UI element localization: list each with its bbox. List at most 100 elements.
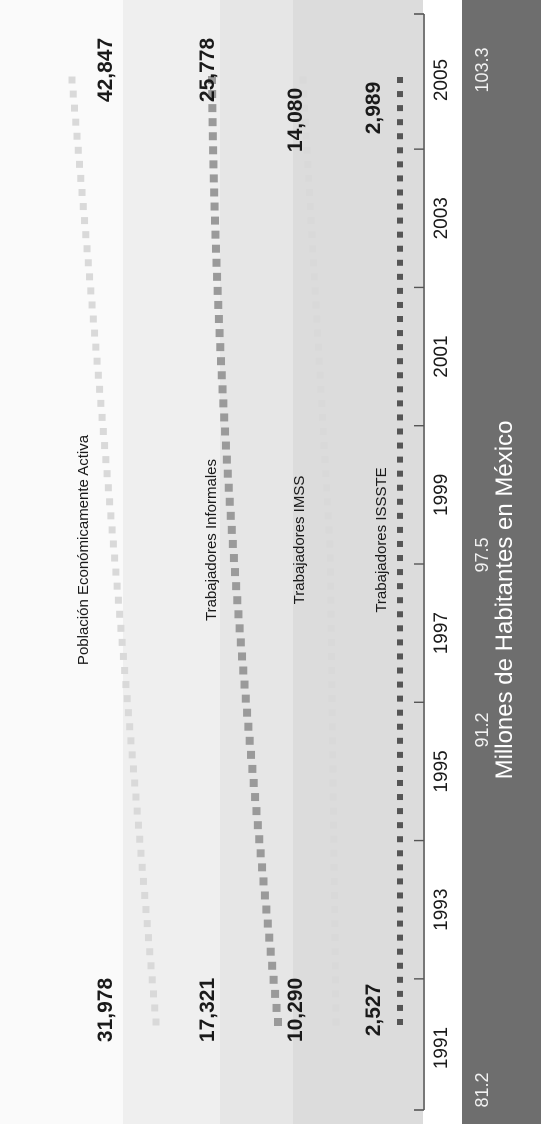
series-point xyxy=(114,596,122,604)
series-point xyxy=(322,470,330,478)
series-point xyxy=(218,385,227,394)
series-point xyxy=(138,863,146,871)
series-point xyxy=(327,582,335,590)
series-point xyxy=(224,483,233,492)
time-axis-tick-labels: 1991 1993 1995 1997 1999 2001 2003 2005 xyxy=(431,59,452,1069)
series-point xyxy=(314,329,322,337)
series-point xyxy=(148,976,156,984)
series-point xyxy=(397,906,403,913)
series-point xyxy=(307,217,315,225)
series-point xyxy=(309,245,317,253)
series-point xyxy=(331,962,339,970)
series-point xyxy=(397,231,403,238)
series-point xyxy=(314,343,322,351)
series-point xyxy=(302,132,310,140)
time-axis-tick-label: 1997 xyxy=(431,612,452,654)
series-point xyxy=(96,385,104,393)
series-point xyxy=(397,372,403,379)
series-line xyxy=(68,76,160,1026)
series-point xyxy=(108,526,116,534)
series-point xyxy=(82,231,90,239)
series-point xyxy=(329,779,337,787)
series-point xyxy=(71,104,79,112)
series-line xyxy=(299,76,340,1026)
series-point xyxy=(78,188,86,196)
series-point xyxy=(232,582,241,591)
series-point xyxy=(397,850,403,857)
time-axis-tick-label: 2001 xyxy=(431,335,452,377)
series-point xyxy=(325,526,333,534)
series-point xyxy=(258,863,267,872)
series-point xyxy=(397,77,403,83)
series-point xyxy=(271,989,280,998)
series-point xyxy=(88,301,96,309)
population-value-1995: 91.2 xyxy=(472,712,492,747)
series-point xyxy=(312,301,320,309)
series-point xyxy=(129,765,137,773)
series-point xyxy=(146,948,154,956)
series-point xyxy=(84,259,92,267)
series-point xyxy=(142,906,150,914)
series-point xyxy=(326,554,334,562)
series-point xyxy=(122,681,130,689)
series-point xyxy=(397,653,403,660)
series-point xyxy=(332,990,340,998)
series-point xyxy=(303,146,311,154)
series-point xyxy=(397,330,403,337)
series-point xyxy=(152,1018,160,1026)
time-axis-tick-label: 2003 xyxy=(431,197,452,239)
time-axis-tick-label: 1999 xyxy=(431,474,452,516)
series-lines xyxy=(68,76,403,1026)
series-point xyxy=(397,765,403,772)
series-point xyxy=(137,849,145,857)
series-point xyxy=(310,259,318,267)
series-point xyxy=(397,358,403,365)
series-point xyxy=(326,568,334,576)
series-point xyxy=(259,877,268,886)
series-point xyxy=(397,737,403,744)
series-point xyxy=(397,555,403,562)
series-point xyxy=(304,160,312,168)
series-point xyxy=(106,498,114,506)
series-point xyxy=(149,990,157,998)
series-point xyxy=(256,849,265,858)
series-point xyxy=(397,1019,403,1025)
series-point xyxy=(209,174,218,183)
series-point xyxy=(328,652,336,660)
population-value-2005: 103.3 xyxy=(472,47,492,92)
series-point xyxy=(226,511,235,520)
series-point xyxy=(397,611,403,618)
series-point xyxy=(221,441,230,450)
time-axis-tick-label: 1991 xyxy=(431,1027,452,1069)
series-label-imss: Trabajadores IMSS xyxy=(291,476,308,605)
series-point xyxy=(311,287,319,295)
series-point xyxy=(329,765,337,773)
series-point xyxy=(245,736,254,745)
series-point xyxy=(124,709,132,717)
series-point xyxy=(231,568,240,577)
time-axis-ticks xyxy=(414,148,424,980)
series-point xyxy=(94,371,102,379)
series-point xyxy=(249,778,258,787)
series-point xyxy=(233,596,242,605)
series-point xyxy=(310,273,318,281)
series-point xyxy=(300,90,308,98)
series-point xyxy=(131,779,139,787)
series-point xyxy=(128,751,136,759)
series-point xyxy=(397,681,403,688)
series-point xyxy=(136,835,144,843)
series-point xyxy=(330,835,338,843)
series-point xyxy=(266,947,275,956)
series-point xyxy=(397,962,403,969)
series-point xyxy=(101,442,109,450)
series-point xyxy=(317,385,325,393)
series-point xyxy=(268,961,277,970)
series-point xyxy=(109,540,117,548)
series-point xyxy=(265,933,274,942)
series-point xyxy=(133,807,141,815)
start-value-pea: 31,978 xyxy=(94,978,117,1043)
series-point xyxy=(151,1004,159,1012)
series-point xyxy=(318,399,326,407)
series-point xyxy=(397,484,403,491)
